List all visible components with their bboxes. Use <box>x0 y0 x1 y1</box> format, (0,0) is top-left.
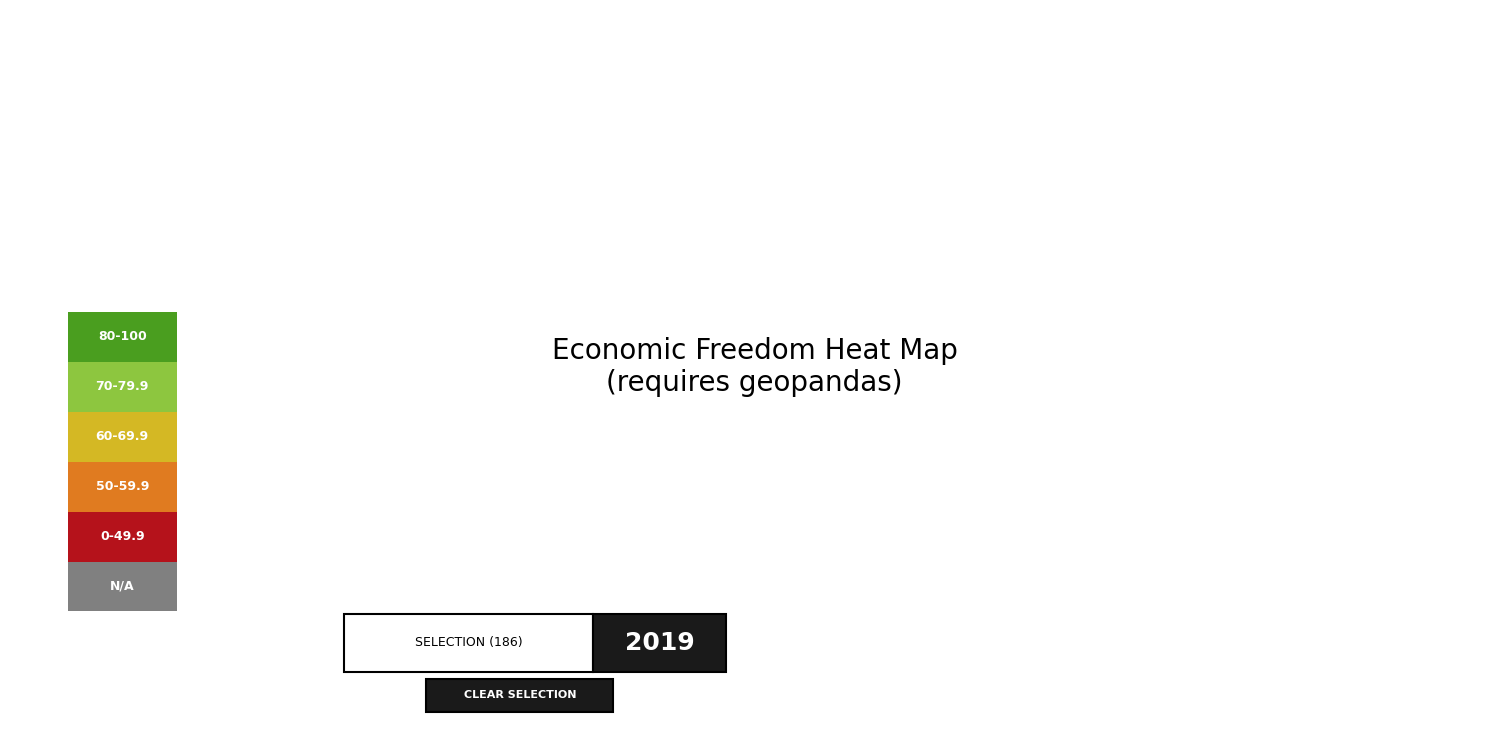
Text: SELECTION (186): SELECTION (186) <box>415 636 522 650</box>
Text: 50-59.9: 50-59.9 <box>95 480 149 493</box>
Text: Economic Freedom Heat Map
(requires geopandas): Economic Freedom Heat Map (requires geop… <box>552 337 957 397</box>
Text: 2019: 2019 <box>625 631 694 655</box>
Text: 60-69.9: 60-69.9 <box>95 430 149 443</box>
Text: 0-49.9: 0-49.9 <box>100 530 145 543</box>
Text: 80-100: 80-100 <box>98 330 146 344</box>
Text: N/A: N/A <box>110 580 134 593</box>
Text: 70-79.9: 70-79.9 <box>95 380 149 393</box>
Text: CLEAR SELECTION: CLEAR SELECTION <box>463 691 576 700</box>
